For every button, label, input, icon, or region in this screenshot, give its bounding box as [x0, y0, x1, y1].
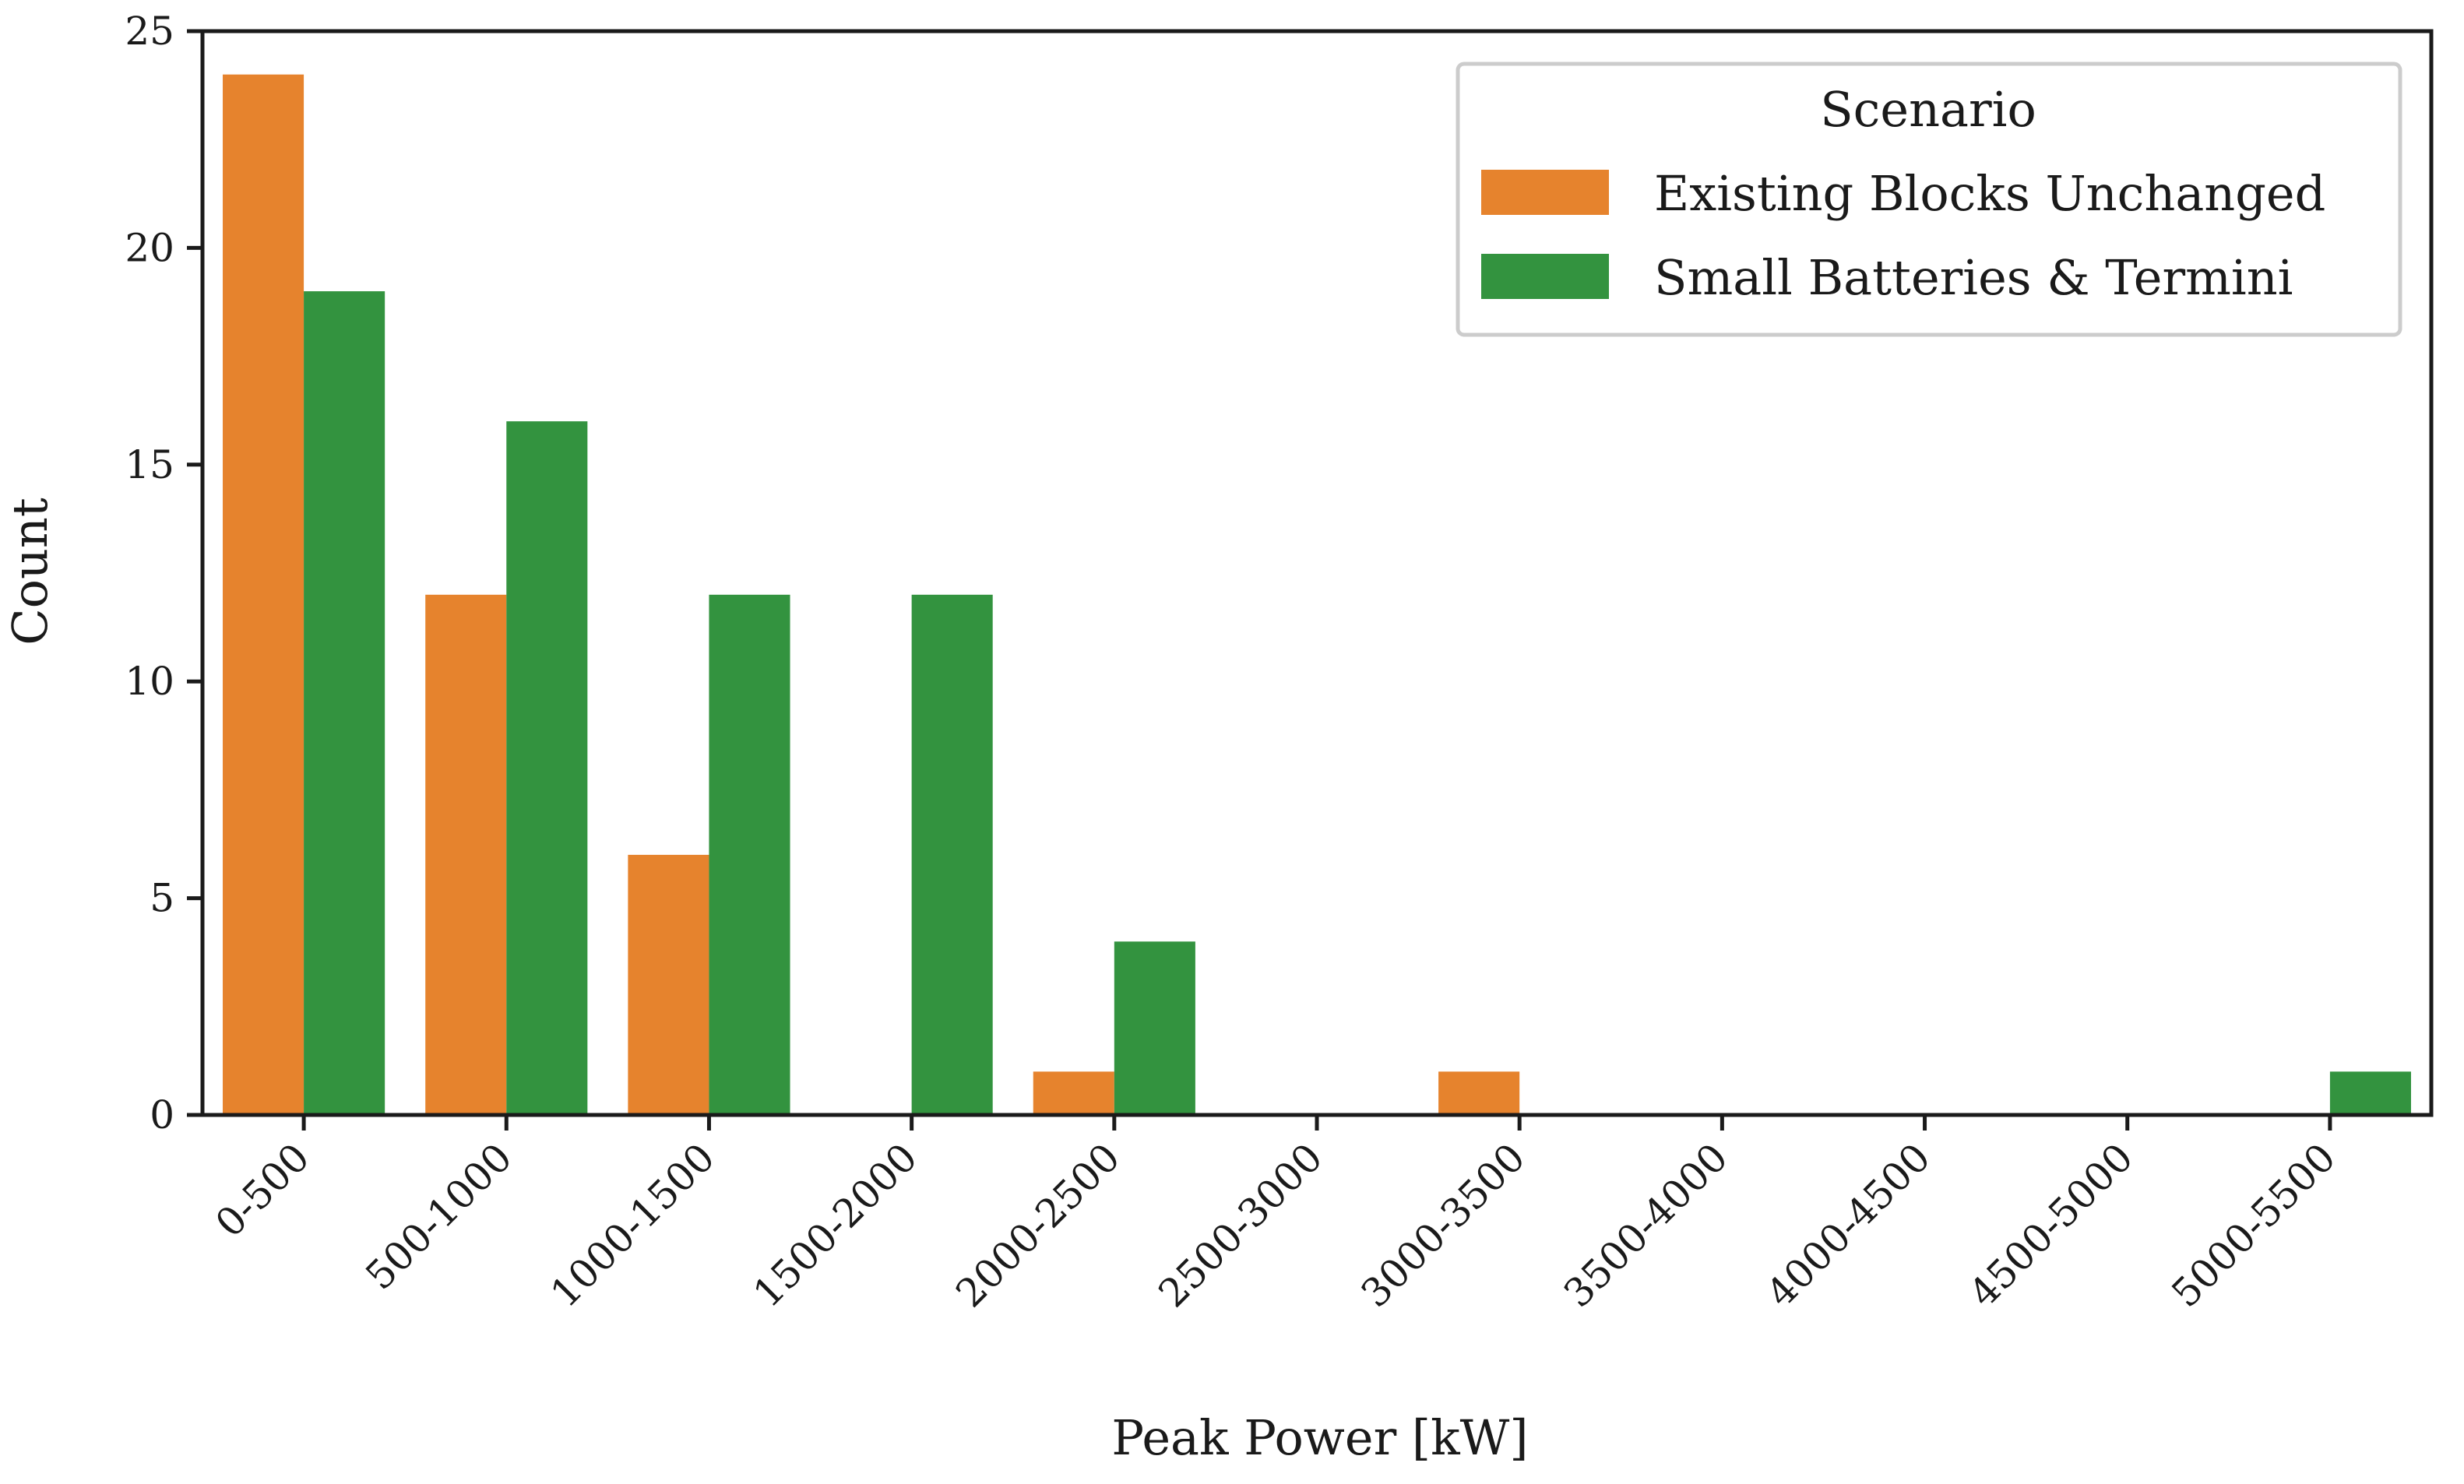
x-tick-label-5000-5500: 5000-5500	[2163, 1134, 2344, 1316]
x-tick-label-4500-5000: 4500-5000	[1960, 1134, 2142, 1316]
bar-existing-3000-3500	[1438, 1071, 1520, 1115]
y-tick-label-25: 25	[125, 9, 174, 54]
bar-existing-500-1000	[425, 594, 507, 1115]
bar-small-batteries-2000-2500	[1114, 941, 1195, 1115]
bar-small-batteries-5000-5500	[2329, 1071, 2411, 1115]
bar-small-batteries-500-1000	[506, 421, 588, 1115]
y-tick-label-0: 0	[150, 1092, 174, 1138]
legend-frame	[1456, 62, 2402, 337]
legend-title: Scenario	[1820, 81, 2036, 138]
x-tick-label-3000-3500: 3000-3500	[1353, 1134, 1534, 1316]
legend-swatch-small-batteries	[1481, 254, 1609, 299]
x-tick-label-1500-2000: 1500-2000	[744, 1134, 926, 1316]
legend-label-existing: Existing Blocks Unchanged	[1654, 165, 2325, 222]
y-tick-label-10: 10	[125, 659, 174, 704]
y-tick-label-5: 5	[150, 876, 174, 921]
x-tick-label-2500-3000: 2500-3000	[1150, 1134, 1332, 1316]
bars-layer	[223, 74, 2411, 1116]
x-tick-label-2000-2500: 2000-2500	[947, 1134, 1128, 1316]
bar-existing-1000-1500	[628, 854, 709, 1115]
x-tick-label-4000-4500: 4000-4500	[1758, 1134, 1939, 1316]
bar-small-batteries-1500-2000	[911, 594, 993, 1115]
bar-existing-0-500	[223, 74, 304, 1115]
bar-small-batteries-1000-1500	[709, 594, 790, 1115]
y-tick-label-15: 15	[125, 442, 174, 487]
y-tick-label-20: 20	[125, 225, 174, 270]
y-axis-title: Count	[2, 498, 58, 645]
legend-swatch-existing	[1481, 170, 1609, 215]
bar-small-batteries-0-500	[304, 291, 385, 1116]
x-tick-label-3500-4000: 3500-4000	[1555, 1134, 1737, 1316]
x-axis-title: Peak Power [kW]	[1111, 1409, 1528, 1466]
x-tick-label-1000-1500: 1000-1500	[542, 1134, 723, 1316]
x-tick-label-0-500: 0-500	[207, 1134, 319, 1246]
x-tick-label-500-1000: 500-1000	[357, 1134, 520, 1298]
legend-label-small-batteries: Small Batteries & Termini	[1654, 249, 2293, 306]
bar-existing-2000-2500	[1033, 1071, 1114, 1115]
legend: Scenario Existing Blocks Unchanged Small…	[1456, 62, 2402, 337]
